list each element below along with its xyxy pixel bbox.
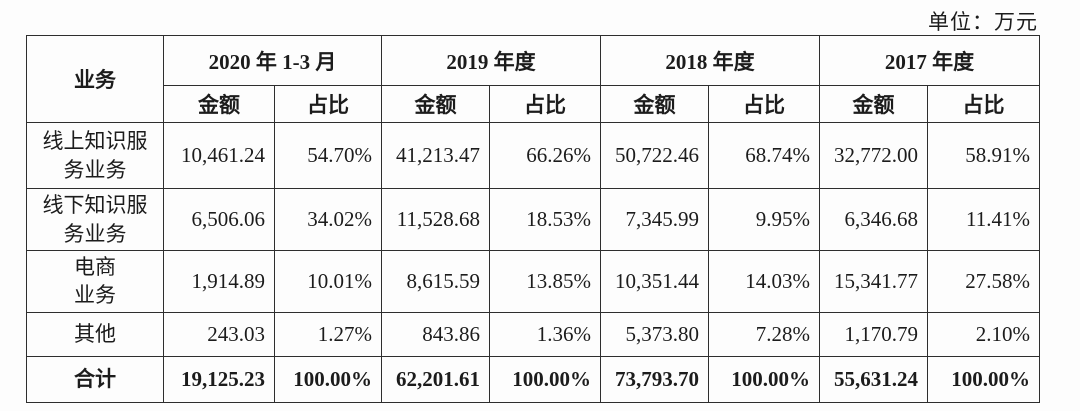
total-ratio-cell: 100.00% bbox=[927, 355, 1040, 403]
ratio-cell: 66.26% bbox=[489, 122, 601, 189]
ratio-cell: 9.95% bbox=[708, 188, 820, 251]
ratio-cell: 1.36% bbox=[489, 311, 601, 357]
ratio-cell: 68.74% bbox=[708, 122, 820, 189]
amount-cell: 1,914.89 bbox=[163, 250, 275, 313]
period-header-row: 业务 2020 年 1-3 月 2019 年度 2018 年度 2017 年度 bbox=[26, 35, 1040, 123]
period-header-2020q1: 2020 年 1-3 月 bbox=[163, 35, 382, 86]
business-column-header: 业务 bbox=[26, 35, 164, 123]
revenue-breakdown-table: 业务 2020 年 1-3 月 2019 年度 2018 年度 2017 年度 … bbox=[26, 35, 1040, 403]
table-row-other: 其他 243.03 1.27% 843.86 1.36% 5,373.80 7.… bbox=[26, 311, 1040, 357]
amount-cell: 8,615.59 bbox=[381, 250, 490, 313]
amount-cell: 7,345.99 bbox=[600, 188, 709, 251]
amount-cell: 41,213.47 bbox=[381, 122, 490, 189]
ratio-cell: 27.58% bbox=[927, 250, 1040, 313]
period-header-2017: 2017 年度 bbox=[819, 35, 1040, 86]
ratio-cell: 34.02% bbox=[274, 188, 382, 251]
ratio-cell: 54.70% bbox=[274, 122, 382, 189]
amount-cell: 15,341.77 bbox=[819, 250, 928, 313]
amount-subheader-2020q1: 金额 bbox=[163, 85, 275, 123]
total-ratio-cell: 100.00% bbox=[489, 355, 601, 403]
amount-cell: 10,461.24 bbox=[163, 122, 275, 189]
total-amount-cell: 55,631.24 bbox=[819, 355, 928, 403]
ratio-cell: 11.41% bbox=[927, 188, 1040, 251]
total-label-cell: 合计 bbox=[26, 355, 164, 403]
period-header-2018: 2018 年度 bbox=[600, 35, 820, 86]
business-name-cell: 电商 业务 bbox=[26, 250, 164, 313]
amount-cell: 6,346.68 bbox=[819, 188, 928, 251]
total-amount-cell: 62,201.61 bbox=[381, 355, 490, 403]
subheader-row: 金额 占比 金额 占比 金额 占比 金额 占比 bbox=[27, 85, 1040, 123]
ratio-cell: 58.91% bbox=[927, 122, 1040, 189]
table-row-offline-knowledge: 线下知识服 务业务 6,506.06 34.02% 11,528.68 18.5… bbox=[26, 188, 1040, 251]
period-header-2019: 2019 年度 bbox=[381, 35, 601, 86]
table-row-ecommerce: 电商 业务 1,914.89 10.01% 8,615.59 13.85% 10… bbox=[26, 250, 1040, 313]
amount-subheader-2019: 金额 bbox=[381, 85, 490, 123]
ratio-subheader-2018: 占比 bbox=[708, 85, 820, 123]
ratio-cell: 10.01% bbox=[274, 250, 382, 313]
amount-cell: 5,373.80 bbox=[600, 311, 709, 357]
amount-cell: 10,351.44 bbox=[600, 250, 709, 313]
amount-cell: 6,506.06 bbox=[163, 188, 275, 251]
ratio-cell: 7.28% bbox=[708, 311, 820, 357]
amount-subheader-2018: 金额 bbox=[600, 85, 709, 123]
amount-cell: 1,170.79 bbox=[819, 311, 928, 357]
total-amount-cell: 19,125.23 bbox=[163, 355, 275, 403]
ratio-subheader-2019: 占比 bbox=[489, 85, 601, 123]
business-name-cell: 线上知识服 务业务 bbox=[26, 122, 164, 189]
business-name-cell: 其他 bbox=[26, 311, 164, 357]
amount-cell: 843.86 bbox=[381, 311, 490, 357]
total-amount-cell: 73,793.70 bbox=[600, 355, 709, 403]
ratio-cell: 13.85% bbox=[489, 250, 601, 313]
amount-cell: 11,528.68 bbox=[381, 188, 490, 251]
table-row-total: 合计 19,125.23 100.00% 62,201.61 100.00% 7… bbox=[26, 355, 1040, 403]
amount-cell: 243.03 bbox=[163, 311, 275, 357]
total-ratio-cell: 100.00% bbox=[274, 355, 382, 403]
amount-subheader-2017: 金额 bbox=[819, 85, 928, 123]
ratio-cell: 14.03% bbox=[708, 250, 820, 313]
ratio-subheader-2020q1: 占比 bbox=[274, 85, 382, 123]
ratio-cell: 18.53% bbox=[489, 188, 601, 251]
table-row-online-knowledge: 线上知识服 务业务 10,461.24 54.70% 41,213.47 66.… bbox=[26, 122, 1040, 189]
business-name-cell: 线下知识服 务业务 bbox=[26, 188, 164, 251]
total-ratio-cell: 100.00% bbox=[708, 355, 820, 403]
ratio-cell: 2.10% bbox=[927, 311, 1040, 357]
ratio-subheader-2017: 占比 bbox=[927, 85, 1040, 123]
ratio-cell: 1.27% bbox=[274, 311, 382, 357]
unit-label: 单位：万元 bbox=[928, 10, 1038, 34]
amount-cell: 50,722.46 bbox=[600, 122, 709, 189]
amount-cell: 32,772.00 bbox=[819, 122, 928, 189]
